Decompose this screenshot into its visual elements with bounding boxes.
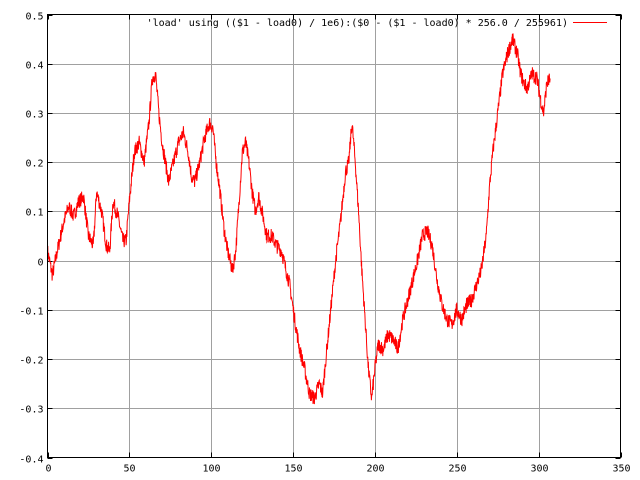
y-tick-label: 0.5 — [25, 12, 43, 23]
x-tick-label: 300 — [530, 464, 548, 475]
grid — [47, 14, 621, 458]
y-tick-label: 0.2 — [25, 159, 43, 170]
y-tick-label: 0.3 — [25, 110, 43, 121]
x-tick-label: 150 — [284, 464, 302, 475]
y-tick-label: -0.2 — [19, 356, 43, 367]
x-tick-label: 250 — [448, 464, 466, 475]
y-tick-label: -0.1 — [19, 307, 43, 318]
legend: 'load' using (($1 - load0) / 1e6):($0 - … — [147, 18, 607, 29]
y-tick-label: 0.4 — [25, 61, 43, 72]
legend-label: 'load' using (($1 - load0) / 1e6):($0 - … — [147, 18, 568, 29]
y-tick-label: 0.1 — [25, 208, 43, 219]
ticks: 0 50 100 150 200 250 300 350 -0.4 -0.3 -0.2 -0.1 0 0.… — [19, 12, 630, 475]
x-tick-label: 100 — [202, 464, 220, 475]
x-tick-label: 200 — [366, 464, 384, 475]
y-tick-label: 0 — [37, 258, 43, 269]
y-tick-label: -0.3 — [19, 405, 43, 416]
plot-frame — [47, 14, 621, 458]
x-tick-label: 350 — [612, 464, 630, 475]
series-line — [47, 33, 551, 405]
y-tick-label: -0.4 — [19, 455, 43, 466]
x-tick-label: 0 — [45, 464, 51, 475]
series-layer — [47, 33, 551, 405]
x-tick-label: 50 — [123, 464, 135, 475]
